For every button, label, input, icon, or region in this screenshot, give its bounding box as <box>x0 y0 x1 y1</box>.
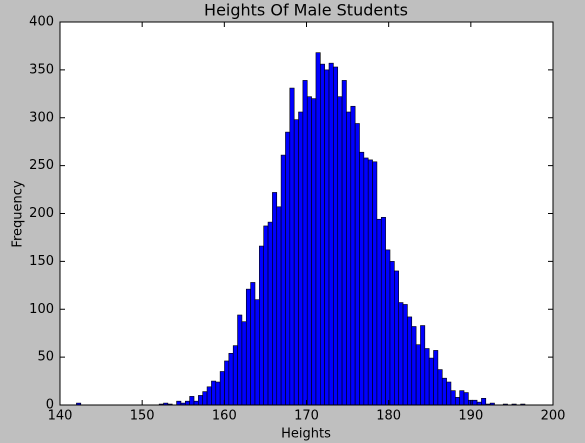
x-tick-label: 200 <box>541 409 566 424</box>
bar <box>320 63 325 406</box>
bar <box>237 314 243 406</box>
y-tick-label: 400 <box>29 15 54 30</box>
bar <box>415 344 421 406</box>
bar <box>441 377 447 406</box>
bar <box>346 111 352 406</box>
bar <box>359 151 365 406</box>
bar <box>206 386 212 406</box>
bar <box>193 400 199 406</box>
bar <box>428 357 434 406</box>
plot-frame <box>59 21 554 406</box>
bar <box>376 218 382 406</box>
y-tick-label: 350 <box>29 62 54 77</box>
y-tick-label: 150 <box>29 254 54 269</box>
bar <box>289 87 295 406</box>
bar <box>245 288 251 406</box>
bar <box>437 369 443 406</box>
bar <box>228 352 234 406</box>
bar <box>298 111 304 406</box>
bar <box>424 348 430 406</box>
bar <box>198 395 204 406</box>
bar <box>311 98 317 406</box>
bar <box>328 62 334 406</box>
bar <box>459 390 465 406</box>
bar <box>232 345 238 406</box>
y-axis-label: Frequency <box>11 180 26 247</box>
y-tick-label: 250 <box>29 158 54 173</box>
bar <box>450 390 456 406</box>
bar <box>341 80 347 406</box>
bar <box>446 381 452 406</box>
bar <box>333 66 339 406</box>
bar <box>354 123 360 406</box>
x-tick-label: 160 <box>212 409 237 424</box>
bar <box>254 299 260 406</box>
bar <box>263 225 269 406</box>
bar <box>385 249 391 406</box>
y-tick-label: 100 <box>29 302 54 317</box>
bar <box>389 261 395 406</box>
bar <box>380 217 386 406</box>
bar <box>241 321 247 406</box>
y-tick-label: 200 <box>29 206 54 221</box>
y-tick-label: 300 <box>29 110 54 125</box>
bar <box>367 159 373 406</box>
bar <box>272 192 278 406</box>
x-tick-label: 180 <box>376 409 401 424</box>
y-tick-label: 0 <box>46 398 54 413</box>
y-tick-label: 50 <box>37 350 54 365</box>
x-tick-label: 170 <box>294 409 319 424</box>
bar <box>189 396 195 406</box>
bar <box>337 96 343 406</box>
bar <box>363 157 369 406</box>
bar <box>293 119 299 406</box>
chart-title: Heights Of Male Students <box>204 1 408 20</box>
bar <box>398 302 404 406</box>
bar <box>463 392 469 406</box>
bar <box>433 350 439 406</box>
bar <box>224 360 230 406</box>
bar <box>285 131 291 406</box>
bar <box>219 371 225 406</box>
bar <box>215 381 221 406</box>
bar <box>276 206 282 406</box>
bar <box>259 245 264 406</box>
bar <box>420 325 426 406</box>
bar <box>402 304 408 406</box>
bar <box>411 326 417 406</box>
bar <box>472 399 478 406</box>
bar <box>202 391 208 406</box>
bar <box>280 154 286 406</box>
x-tick-label: 150 <box>130 409 155 424</box>
x-tick-label: 140 <box>48 409 73 424</box>
bar <box>372 161 378 406</box>
bar <box>302 80 308 406</box>
bar <box>267 221 273 406</box>
bar <box>185 400 190 406</box>
bar <box>211 380 217 406</box>
bar <box>350 105 356 406</box>
bar <box>250 282 256 406</box>
bar <box>315 52 321 406</box>
bar <box>455 397 460 406</box>
x-axis-label: Heights <box>281 427 331 442</box>
bar <box>306 96 312 406</box>
bar <box>481 397 487 406</box>
x-tick-label: 190 <box>458 409 483 424</box>
bar <box>394 270 399 406</box>
bar <box>407 316 413 406</box>
bar <box>324 69 330 406</box>
bar <box>176 400 182 406</box>
